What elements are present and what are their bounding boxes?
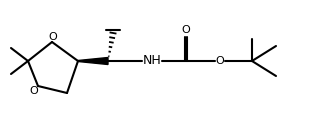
Text: O: O — [49, 32, 57, 42]
Text: O: O — [216, 56, 225, 66]
Text: NH: NH — [143, 55, 161, 68]
Text: O: O — [30, 86, 38, 96]
Polygon shape — [78, 57, 108, 65]
Text: O: O — [181, 25, 190, 35]
